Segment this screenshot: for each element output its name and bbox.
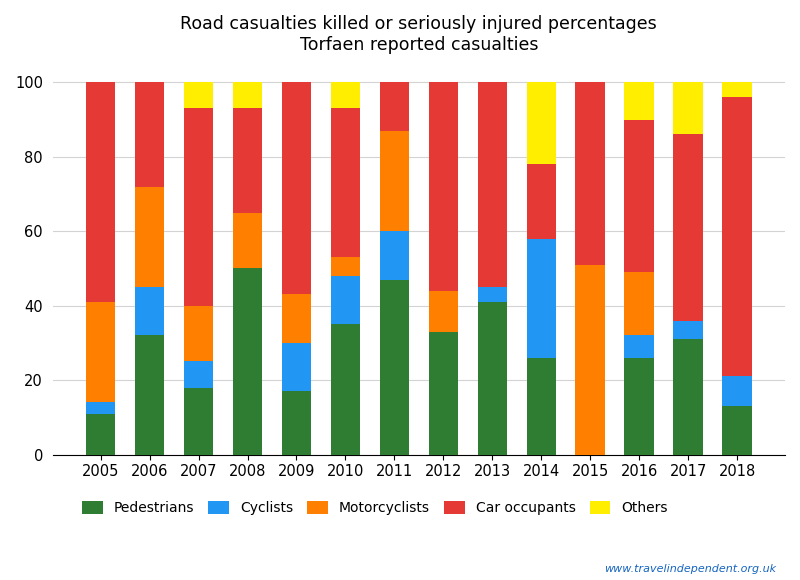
Bar	[282, 82, 311, 295]
Bar	[86, 302, 115, 403]
Bar	[674, 82, 702, 135]
Legend: Pedestrians, Cyclists, Motorcyclists, Car occupants, Others: Pedestrians, Cyclists, Motorcyclists, Ca…	[78, 496, 672, 519]
Bar	[380, 231, 409, 280]
Bar	[625, 272, 654, 335]
Bar	[674, 135, 702, 321]
Bar	[526, 82, 556, 164]
Bar	[478, 302, 507, 455]
Bar	[184, 108, 214, 306]
Bar	[86, 82, 115, 302]
Bar	[380, 280, 409, 455]
Bar	[625, 82, 654, 119]
Bar	[330, 82, 360, 108]
Text: www.travelindependent.org.uk: www.travelindependent.org.uk	[604, 564, 776, 574]
Bar	[330, 324, 360, 455]
Bar	[674, 321, 702, 339]
Bar	[722, 97, 752, 376]
Bar	[722, 376, 752, 406]
Bar	[625, 119, 654, 272]
Bar	[575, 82, 605, 264]
Bar	[233, 82, 262, 108]
Bar	[722, 406, 752, 455]
Bar	[330, 258, 360, 276]
Bar	[380, 82, 409, 130]
Bar	[233, 213, 262, 269]
Bar	[330, 108, 360, 258]
Bar	[625, 358, 654, 455]
Bar	[86, 414, 115, 455]
Bar	[184, 387, 214, 455]
Bar	[380, 130, 409, 231]
Bar	[478, 82, 507, 287]
Bar	[575, 264, 605, 455]
Bar	[86, 403, 115, 414]
Bar	[184, 361, 214, 387]
Bar	[184, 306, 214, 361]
Bar	[526, 164, 556, 238]
Title: Road casualties killed or seriously injured percentages
Torfaen reported casualt: Road casualties killed or seriously inju…	[181, 15, 658, 54]
Bar	[722, 82, 752, 97]
Bar	[478, 287, 507, 302]
Bar	[674, 339, 702, 455]
Bar	[526, 358, 556, 455]
Bar	[429, 332, 458, 455]
Bar	[135, 187, 164, 287]
Bar	[282, 343, 311, 392]
Bar	[233, 269, 262, 455]
Bar	[135, 287, 164, 335]
Bar	[282, 392, 311, 455]
Bar	[330, 276, 360, 324]
Bar	[233, 108, 262, 213]
Bar	[135, 335, 164, 455]
Bar	[625, 335, 654, 358]
Bar	[429, 291, 458, 332]
Bar	[135, 82, 164, 187]
Bar	[526, 238, 556, 358]
Bar	[184, 82, 214, 108]
Bar	[429, 82, 458, 291]
Bar	[282, 295, 311, 343]
